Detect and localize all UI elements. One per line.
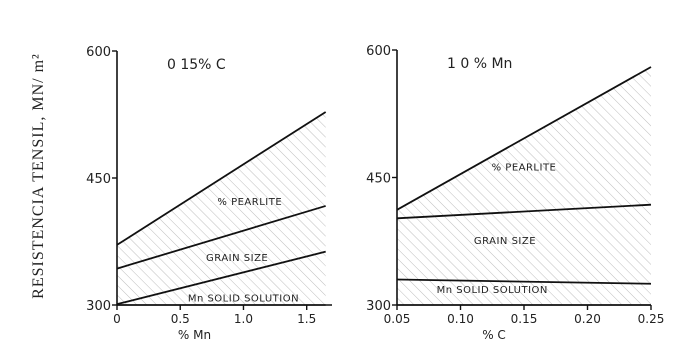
- x-tick-label-left: 1.0: [234, 312, 253, 326]
- boundary-line-left-3: [116, 111, 327, 246]
- band-label-left: % PEARLITE: [217, 197, 282, 208]
- band-label-right: % PEARLITE: [492, 163, 557, 174]
- y-axis-label: RESISTENCIA TENSIL, MN/ m²: [30, 53, 47, 299]
- band-label-left: Mn SOLID SOLUTION: [188, 294, 299, 305]
- hatched-region-right-1: [397, 204, 651, 284]
- boundary-line-right-2: [396, 203, 652, 220]
- x-tick-label-left: 0.5: [171, 312, 190, 326]
- panel-title-right: 1 0 % Mn: [447, 56, 512, 72]
- hatched-region-left-2: [117, 111, 326, 269]
- x-axis-label-left: % Mn: [178, 328, 211, 342]
- x-axis-label-right: % C: [482, 328, 506, 342]
- boundary-line-right-3: [396, 66, 652, 211]
- boundary-line-left-1: [116, 250, 326, 306]
- y-tick-label-left: 300: [86, 299, 111, 314]
- chart-right: 300 450 600 0.05 0.10 0.15 0.20 0.25 % C 1 0 % Mn…: [366, 44, 664, 342]
- band-label-right: GRAIN SIZE: [474, 236, 536, 247]
- hatched-region-right-2: [397, 67, 651, 219]
- panel-title-left: 0 15% C: [167, 57, 226, 73]
- y-tick-label-right: 450: [366, 172, 391, 187]
- boundary-line-left-2: [116, 205, 326, 270]
- chart-left: 300 450 600 0 0.5 1.0 1.5 % Mn 0 15% C Mn SOLID S…: [86, 45, 332, 342]
- band-label-left: GRAIN SIZE: [206, 253, 268, 264]
- x-tick-label-right: 0.10: [447, 312, 474, 326]
- x-tick-label-left: 0: [113, 312, 121, 326]
- y-tick-label-left: 600: [86, 45, 111, 60]
- x-tick-label-right: 0.20: [574, 312, 601, 326]
- y-tick-label-right: 600: [366, 44, 391, 59]
- x-tick-label-right: 0.15: [511, 312, 538, 326]
- y-tick-label-right: 300: [366, 299, 391, 314]
- x-tick-label-right: 0.25: [638, 312, 665, 326]
- x-tick-label-right: 0.05: [384, 312, 411, 326]
- x-tick-label-left: 1.5: [297, 312, 316, 326]
- hatched-region-right-0: [397, 279, 651, 305]
- hatched-region-left-1: [117, 205, 326, 305]
- y-tick-label-left: 450: [86, 172, 111, 187]
- boundary-line-right-1: [396, 278, 652, 285]
- band-label-right: Mn SOLID SOLUTION: [437, 285, 548, 296]
